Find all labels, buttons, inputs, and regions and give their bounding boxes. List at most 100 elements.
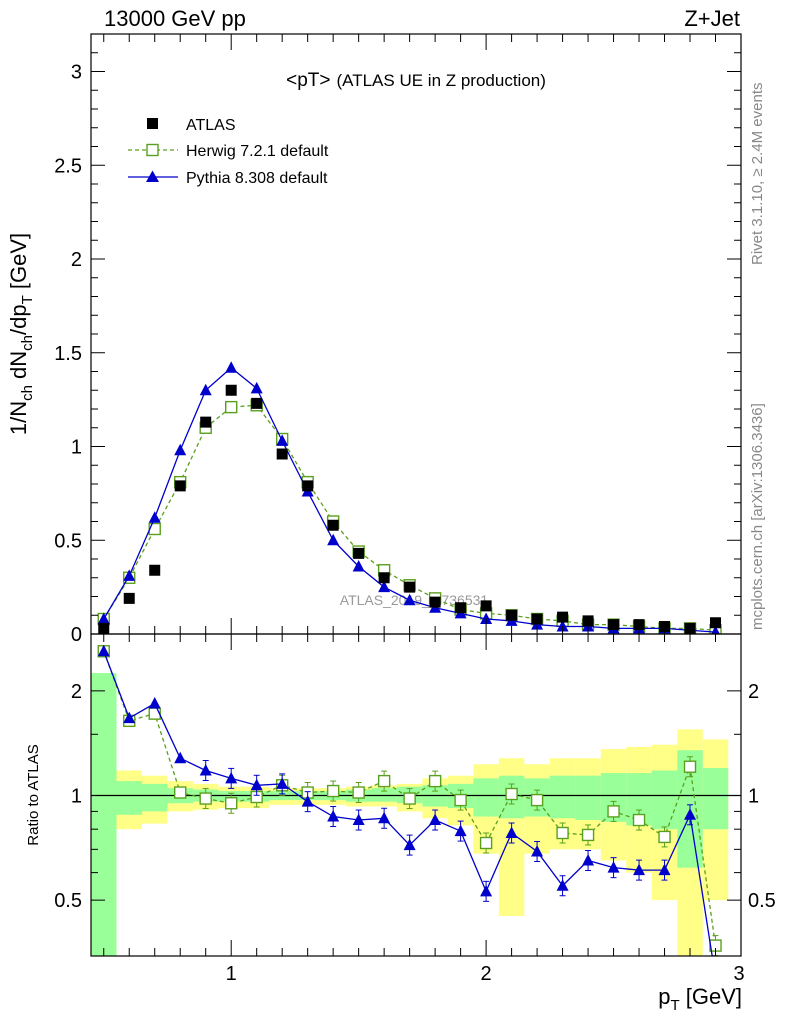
- main-pythia-point-2: [148, 511, 161, 523]
- main-pythia-point-11: [378, 580, 391, 593]
- ratio-pythia-point-13: [429, 813, 442, 826]
- ratio-xtick-label-1: 2: [481, 963, 492, 985]
- ratio-herwig-point-18: [556, 826, 569, 840]
- ratio-pythia-point-21: [633, 863, 646, 876]
- main-pythia-point-18: [556, 620, 569, 632]
- main-atlas-point-5: [225, 384, 237, 396]
- ratio-pythia-point-22: [658, 863, 671, 876]
- main-pythia-point-9: [327, 533, 340, 546]
- legend-marker-herwig: [146, 143, 159, 157]
- ratio-herwig-point-21: [632, 813, 646, 827]
- ratio-band-green-19: [575, 775, 601, 821]
- main-pythia-point-12: [403, 593, 416, 606]
- ratio-band-green-18: [549, 775, 576, 819]
- ratio-band-green-24: [702, 767, 729, 830]
- ratio-band-green-11: [371, 788, 397, 802]
- analysis-watermark: ATLAS_2019_I1736531: [340, 592, 489, 608]
- main-atlas-point-7: [276, 448, 288, 460]
- main-atlas-point-11: [378, 572, 390, 584]
- main-atlas-point-16: [506, 609, 518, 621]
- main-pythia-point-7: [276, 434, 289, 446]
- ratio-xlabel-main: p: [658, 984, 670, 1009]
- ratio-xtick-label-0: 1: [226, 963, 237, 985]
- ratio-herwig-point-5: [224, 797, 238, 810]
- ratio-pythia-point-11: [378, 811, 391, 824]
- ratio-herwig-point-10: [352, 786, 365, 799]
- main-atlas-point-12: [404, 581, 416, 593]
- ratio-band-green-22: [651, 770, 678, 830]
- main-pythia-point-10: [352, 560, 365, 572]
- main-pythia-point-5: [225, 361, 238, 373]
- main-atlas-point-2: [149, 564, 161, 576]
- main-atlas-point-6: [251, 397, 263, 409]
- ratio-herwig-point-16: [505, 787, 518, 801]
- ratio-ytick-label-right-0: 0.5: [748, 890, 776, 912]
- ratio-herwig-point-12: [403, 792, 416, 805]
- main-atlas-point-19: [582, 615, 594, 627]
- main-atlas-point-3: [174, 480, 186, 492]
- main-atlas-point-10: [353, 547, 365, 559]
- ratio-pythia-point-16: [505, 826, 518, 839]
- main-ylabel-unit: [GeV]: [6, 233, 31, 295]
- ratio-herwig-point-9: [326, 784, 340, 798]
- main-pythia-point-6: [250, 381, 263, 394]
- main-atlas-point-14: [455, 602, 467, 614]
- ratio-pythia-point-5: [225, 771, 238, 784]
- ratio-pythia-point-10: [352, 813, 365, 826]
- ratio-pythia-point-12: [403, 838, 416, 851]
- ratio-band-green-15: [473, 778, 499, 817]
- ratio-pythia-point-15: [480, 884, 493, 897]
- main-ylabel-sub2: ch: [19, 335, 36, 351]
- side-label-bottom: mcplots.cern.ch [arXiv:1306.3436]: [749, 403, 766, 630]
- main-ytick-label-6: 3: [71, 62, 82, 84]
- ratio-pythia-point-19: [582, 854, 595, 866]
- ratio-band-green-1: [116, 781, 142, 815]
- main-atlas-point-8: [302, 480, 314, 492]
- ratio-herwig-point-3: [174, 786, 187, 799]
- ratio-herwig-point-11: [377, 774, 391, 788]
- ratio-herwig-point-22: [658, 830, 671, 844]
- ratio-ytick-label-right-2: 2: [748, 681, 759, 703]
- ratio-pythia-point-2: [148, 696, 161, 709]
- main-atlas-point-20: [608, 619, 620, 631]
- ratio-ytick-label-left-0: 0.5: [54, 890, 82, 912]
- ratio-pythia-point-6: [250, 778, 263, 791]
- main-ytick-label-2: 1: [71, 437, 82, 459]
- main-ytick-label-5: 2.5: [54, 155, 82, 177]
- main-pythia-point-3: [174, 443, 187, 456]
- main-ytick-label-1: 0.5: [54, 530, 82, 552]
- main-ylabel-b: dN: [6, 351, 31, 385]
- ratio-herwig-point-13: [428, 774, 442, 788]
- main-title: <pT> (ATLAS UE in Z production): [286, 70, 546, 91]
- ratio-xtick-label-2: 3: [733, 963, 744, 985]
- main-ylabel-a: 1/N: [6, 401, 31, 435]
- ratio-herwig-point-15: [479, 836, 493, 850]
- ratio-xlabel-sub: T: [670, 997, 679, 1014]
- ratio-herwig-point-17: [530, 793, 544, 807]
- main-atlas-point-9: [327, 519, 339, 531]
- ratio-herwig-point-20: [607, 805, 620, 818]
- main-ylabel-sub3: T: [19, 295, 36, 304]
- main-title-main: <pT>: [286, 70, 330, 91]
- ratio-ylabel: Ratio to ATLAS: [25, 744, 42, 845]
- ratio-herwig-point-2: [148, 707, 161, 720]
- legend-label-herwig: Herwig 7.2.1 default: [186, 143, 329, 160]
- legend: ATLAS Herwig 7.2.1 default Pythia 8.308 …: [128, 117, 329, 187]
- ratio-xlabel: pT [GeV]: [658, 984, 742, 1014]
- main-atlas-point-1: [123, 592, 135, 604]
- ratio-pythia-point-20: [607, 861, 620, 873]
- legend-marker-atlas: [147, 118, 158, 129]
- ratio-pythia-point-14: [454, 824, 467, 837]
- main-ytick-label-0: 0: [71, 624, 82, 646]
- main-herwig-point-5: [224, 400, 238, 414]
- ratio-pythia-point-1: [123, 711, 136, 724]
- main-atlas-point-13: [429, 596, 441, 608]
- header-right: Z+Jet: [684, 6, 740, 31]
- side-label-top: Rivet 3.1.10, ≥ 2.4M events: [749, 83, 766, 266]
- ratio-pythia-point-23: [684, 808, 697, 820]
- main-ylabel-c: /dp: [6, 304, 31, 335]
- ratio-herwig-point-14: [454, 793, 467, 807]
- ratio-pythia-point-24: [710, 971, 722, 983]
- main-panel: ATLAS_2019_I1736531 0 0.5 1 1.5 2 2.5 3 <pT> (A…: [6, 33, 742, 646]
